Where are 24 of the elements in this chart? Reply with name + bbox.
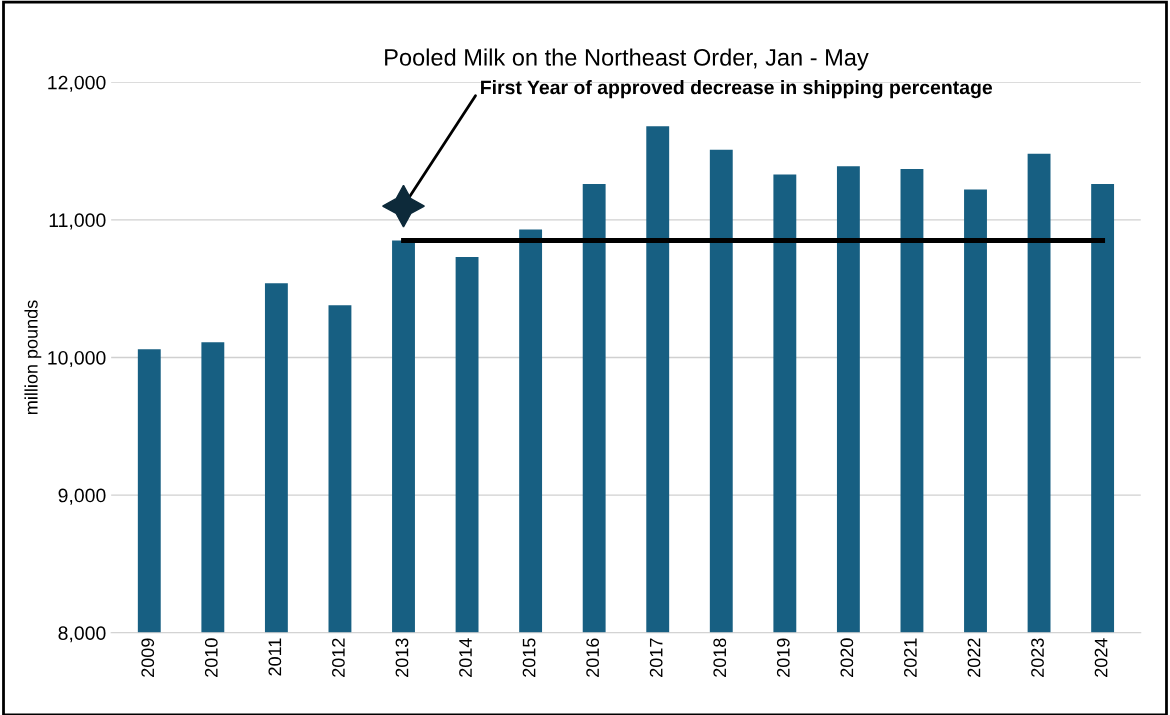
y-tick-label: 10,000 [48, 350, 106, 368]
x-tick-label: 2010 [204, 638, 218, 677]
annotation: First Year of approved decrease in shipping percentage [481, 80, 993, 99]
x-tick-label: 2024 [1094, 638, 1108, 677]
x-tick-label: 2009 [141, 638, 155, 677]
chart-title: Pooled Milk on the Northeast Order, Jan - May [385, 48, 869, 71]
x-tick-label: 2011 [268, 638, 282, 676]
y-tick-label: 8,000 [58, 626, 106, 643]
x-tick-label: 2019 [776, 638, 790, 677]
x-tick-label: 2016 [586, 638, 600, 677]
x-tick-label: 2012 [332, 638, 345, 677]
x-tick-label: 2023 [1031, 638, 1044, 677]
x-tick-label: 2017 [649, 638, 663, 677]
x-tick-label: 2013 [395, 638, 409, 677]
x-tick-label: 2020 [840, 638, 854, 677]
x-tick-label: 2015 [522, 638, 536, 677]
y-tick-label: 11,000 [49, 213, 106, 230]
x-tick-label: 2021 [904, 638, 917, 677]
y-axis-title: million pounds [24, 300, 42, 415]
y-tick-label: 9,000 [58, 488, 106, 505]
x-tick-label: 2014 [459, 638, 472, 677]
y-tick-label: 12,000 [48, 75, 106, 92]
x-tick-label: 2018 [713, 638, 727, 677]
x-tick-label: 2022 [967, 638, 981, 677]
